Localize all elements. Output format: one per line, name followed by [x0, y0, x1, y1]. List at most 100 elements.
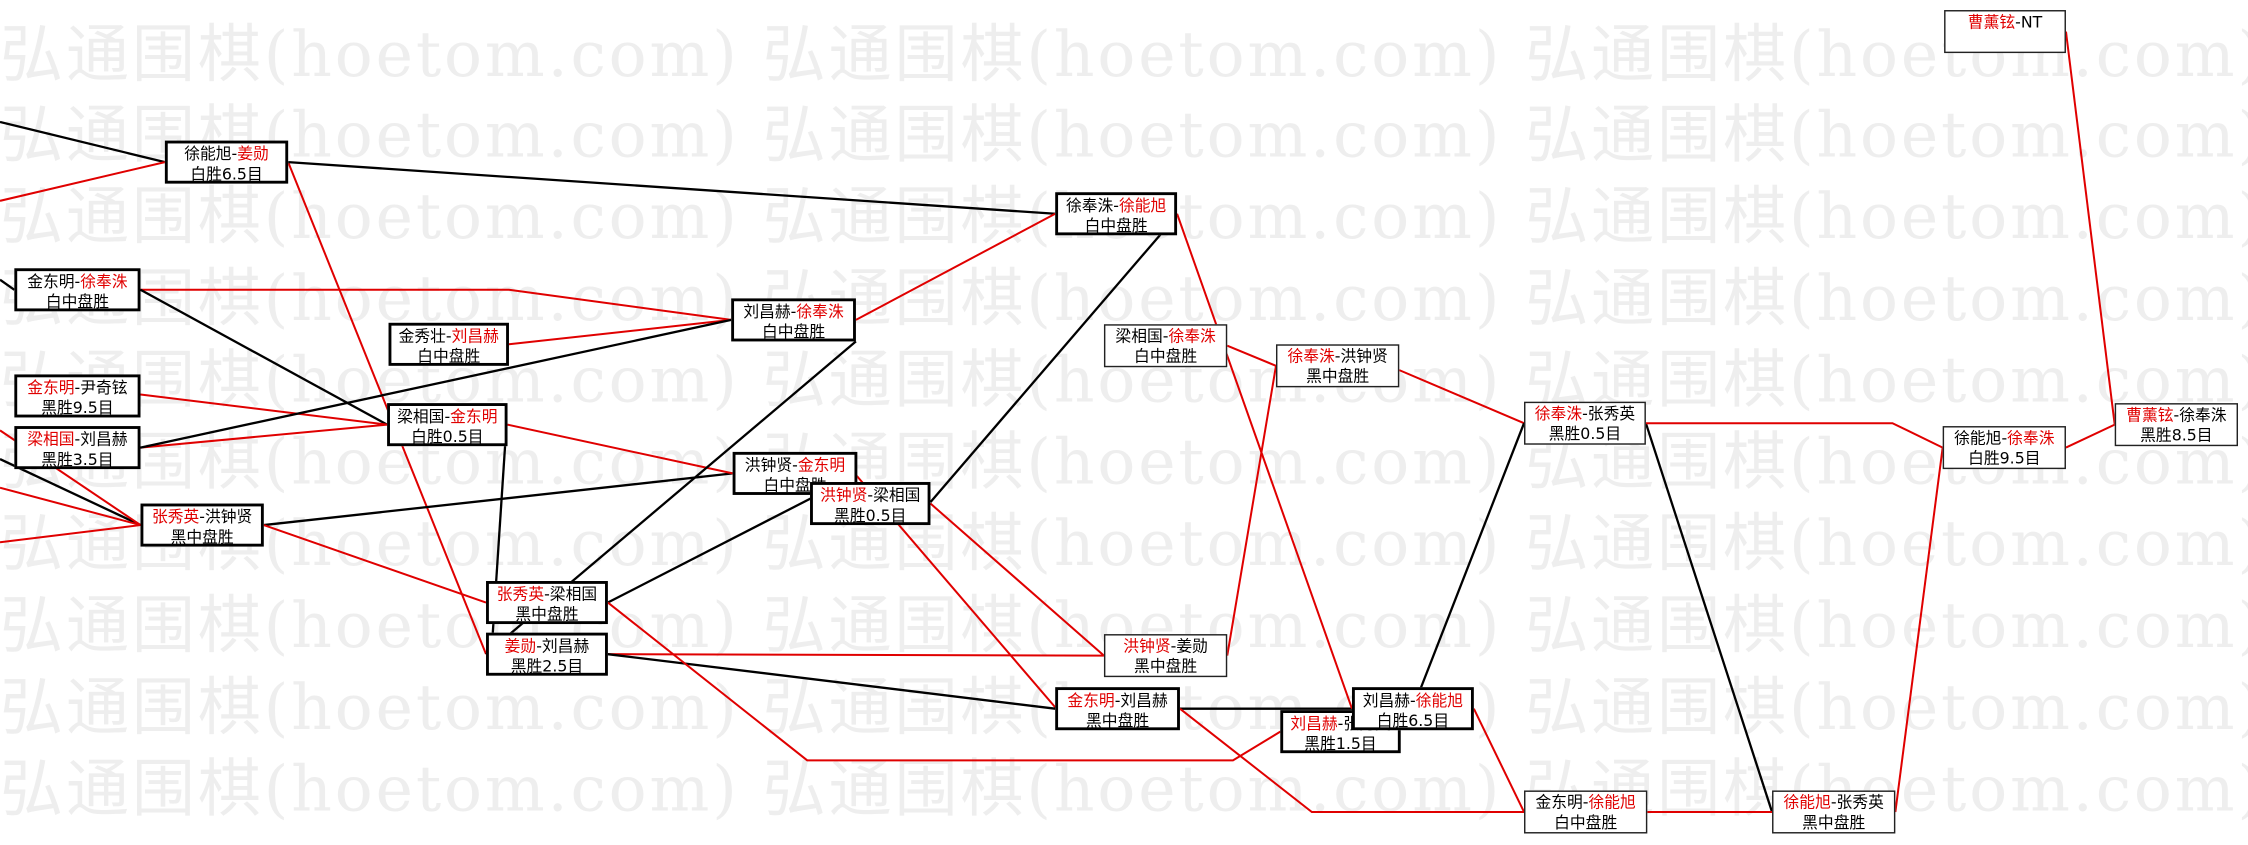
separator: - [1582, 793, 1589, 812]
player-black: 刘昌赫 [743, 302, 791, 322]
separator: - [1114, 691, 1121, 711]
player-black: 洪钟贤 [1123, 636, 1171, 656]
winner-path-line [1398, 369, 1525, 425]
player-black: 姜勋 [504, 636, 537, 656]
player-black: 张秀英 [151, 507, 200, 527]
match-box[interactable]: 徐奉洙-徐能旭 白中盘胜 [1055, 192, 1178, 236]
match-box[interactable]: 洪钟贤-梁相国 黑胜0.5目 [810, 482, 931, 526]
match-players: 金东明-徐能旭 [1525, 793, 1645, 813]
match-players: 梁相国-刘昌赫 [17, 430, 137, 450]
match-box[interactable]: 曹薰铉-徐奉洙 黑胜8.5目 [2114, 403, 2239, 447]
match-box[interactable]: 梁相国-金东明 白胜0.5目 [387, 403, 508, 447]
watermark-text: 弘通围棋(hoetom.com) 弘通围棋(hoetom.com) 弘通围棋(h… [0, 507, 2248, 582]
match-result: 黑中盘胜 [515, 605, 579, 625]
match-players: 徐奉洙-徐能旭 [1058, 197, 1174, 217]
player-black: 金东明 [27, 378, 75, 398]
match-result: 黑胜8.5目 [2140, 426, 2213, 445]
winner-path-line [1645, 422, 1944, 449]
player-black: 徐能旭 [184, 144, 232, 164]
winner-path-line [0, 524, 141, 544]
winner-path-line [607, 601, 1281, 762]
player-white: 徐奉洙 [1168, 327, 1216, 346]
separator: - [445, 327, 452, 346]
winner-path-line [1894, 447, 1944, 813]
winner-path-line [855, 212, 1056, 321]
match-box[interactable]: 刘昌赫-张秀英黑胜1.5目 [1280, 710, 1401, 754]
match-box[interactable]: 金东明-徐奉洙 白中盘胜 [14, 268, 141, 312]
separator: - [1113, 196, 1119, 216]
loser-path-line [139, 288, 388, 426]
match-result: 黑中盘胜 [1306, 367, 1370, 386]
player-black: 金东明 [1067, 691, 1115, 711]
watermark-text: 弘通围棋(hoetom.com) 弘通围棋(hoetom.com) 弘通围棋(h… [0, 426, 2248, 500]
match-players: 张秀英-洪钟贤 [143, 508, 261, 528]
player-white: 徐能旭 [1415, 691, 1464, 711]
match-players: 金东明-刘昌赫 [1058, 691, 1177, 711]
loser-path-line [0, 120, 166, 164]
match-box[interactable]: 梁相国-刘昌赫 黑胜3.5目 [14, 426, 141, 470]
player-black: 刘昌赫 [1362, 691, 1411, 711]
match-box[interactable]: 金东明-刘昌赫 黑中盘胜 [1055, 687, 1180, 731]
match-players: 曹薰铉-徐奉洙 [2116, 406, 2236, 426]
match-box[interactable]: 张秀英-洪钟贤 黑中盘胜 [140, 503, 264, 547]
match-players: 曹薰铉-NT [1946, 13, 2065, 33]
match-box[interactable]: 徐奉洙-张秀英 黑胜0.5目 [1524, 401, 1646, 445]
player-white: 徐奉洙 [796, 302, 844, 322]
match-players: 洪钟贤-姜勋 [1105, 637, 1225, 657]
separator: - [1410, 691, 1416, 711]
winner-path-line [1472, 708, 1525, 813]
loser-path-line [607, 486, 833, 604]
loser-path-line [263, 472, 733, 527]
player-black: 金东明 [1535, 793, 1583, 812]
match-result: 黑胜0.5目 [1548, 424, 1622, 444]
player-white: 洪钟贤 [204, 507, 253, 527]
match-box[interactable]: 金东明-尹奇铉 黑胜9.5目 [14, 374, 141, 418]
player-white: NT [2020, 12, 2043, 32]
player-white: 尹奇铉 [80, 378, 128, 398]
player-black: 洪钟贤 [820, 486, 868, 505]
match-players: 金秀壮-刘昌赫 [391, 327, 506, 347]
winner-path-line [607, 653, 1104, 657]
match-box[interactable]: 徐能旭-姜勋 白胜6.5目 [164, 140, 289, 184]
match-box[interactable]: 张秀英-梁相国 黑中盘胜 [486, 581, 608, 625]
player-white: 张秀英 [1587, 404, 1636, 424]
player-black: 徐奉洙 [1065, 196, 1114, 216]
match-result: 白中盘胜 [1134, 347, 1198, 366]
match-box[interactable]: 徐能旭-徐奉洙 白胜9.5目 [1942, 426, 2066, 470]
match-box[interactable]: 徐能旭-张秀英 黑中盘胜 [1772, 790, 1896, 834]
player-black: 梁相国 [397, 407, 445, 427]
match-box[interactable]: 梁相国-徐奉洙 白中盘胜 [1103, 324, 1228, 368]
match-box[interactable]: 曹薰铉-NT [1944, 10, 2066, 54]
player-white: 姜勋 [237, 144, 269, 164]
player-white: 姜勋 [1176, 636, 1208, 656]
winner-path-line [0, 486, 141, 527]
match-players: 徐能旭-徐奉洙 [1944, 429, 2064, 449]
match-result: 黑胜0.5目 [834, 506, 907, 526]
separator: - [1334, 347, 1341, 366]
player-black: 曹薰铉 [2126, 405, 2174, 425]
match-result: 黑胜2.5目 [510, 657, 584, 676]
player-white: 刘昌赫 [80, 430, 128, 450]
match-box[interactable]: 洪钟贤-姜勋 黑中盘胜 [1103, 634, 1228, 678]
loser-path-line [607, 653, 1056, 710]
match-box[interactable]: 刘昌赫-徐奉洙 白中盘胜 [731, 298, 856, 342]
player-black: 梁相国 [1115, 327, 1163, 346]
loser-path-line [1411, 422, 1526, 711]
watermark-text: 弘通围棋(hoetom.com) 弘通围棋(hoetom.com) 弘通围棋(h… [0, 262, 2248, 336]
match-box[interactable]: 徐奉洙-洪钟贤 黑中盘胜 [1275, 344, 1400, 388]
match-result: 黑中盘胜 [1134, 657, 1198, 676]
match-players: 张秀英-梁相国 [489, 585, 605, 605]
separator: - [231, 144, 238, 164]
match-box[interactable]: 金东明-徐能旭 白中盘胜 [1524, 790, 1648, 834]
match-box[interactable]: 姜勋-刘昌赫 黑胜2.5目 [486, 632, 608, 676]
winner-path-line [287, 161, 487, 655]
winner-path-line [1226, 365, 1277, 656]
winner-path-line [0, 161, 166, 202]
winner-path-line [1179, 707, 1525, 813]
winner-path-line [263, 524, 487, 604]
match-players: 梁相国-金东明 [390, 407, 505, 427]
match-box[interactable]: 刘昌赫-徐能旭 白胜6.5目 [1351, 687, 1474, 731]
winner-path-line [2065, 423, 2116, 449]
match-box[interactable]: 金秀壮-刘昌赫 白中盘胜 [388, 322, 509, 366]
player-black: 梁相国 [27, 430, 75, 450]
